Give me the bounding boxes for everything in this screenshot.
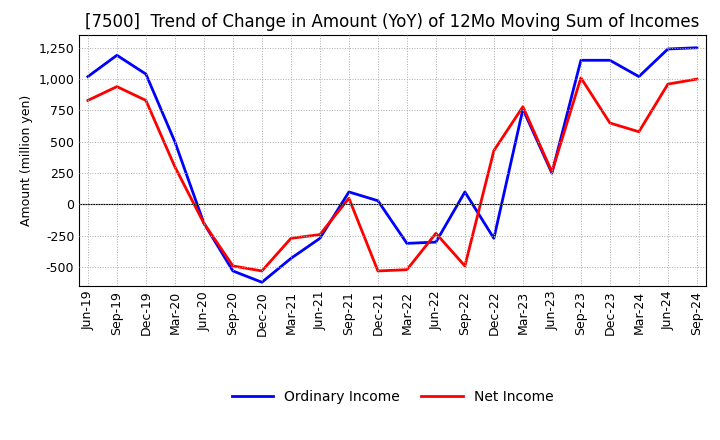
Ordinary Income [374,198,382,203]
Ordinary Income [577,58,585,63]
Ordinary Income [693,45,701,50]
Ordinary Income [112,53,121,58]
Ordinary Income [171,139,179,144]
Net Income [258,268,266,274]
Net Income [402,267,411,272]
Ordinary Income [287,256,295,261]
Ordinary Income [84,74,92,79]
Net Income [634,129,643,134]
Y-axis label: Amount (million yen): Amount (million yen) [20,95,33,226]
Net Income [548,169,557,175]
Net Income [171,164,179,169]
Net Income [606,120,614,126]
Net Income [577,75,585,81]
Net Income [287,236,295,241]
Net Income [142,98,150,103]
Net Income [518,104,527,109]
Net Income [664,81,672,87]
Ordinary Income [664,46,672,51]
Legend: Ordinary Income, Net Income: Ordinary Income, Net Income [226,385,559,410]
Ordinary Income [548,170,557,176]
Ordinary Income [402,241,411,246]
Net Income [461,263,469,268]
Line: Ordinary Income: Ordinary Income [88,48,697,282]
Net Income [431,231,440,236]
Ordinary Income [490,236,498,241]
Ordinary Income [634,74,643,79]
Net Income [490,148,498,153]
Ordinary Income [228,268,237,274]
Net Income [315,232,324,237]
Ordinary Income [142,71,150,77]
Ordinary Income [258,279,266,285]
Net Income [112,84,121,89]
Net Income [693,77,701,82]
Ordinary Income [461,189,469,194]
Net Income [199,221,208,226]
Ordinary Income [199,221,208,226]
Ordinary Income [606,58,614,63]
Ordinary Income [518,106,527,112]
Net Income [374,268,382,274]
Ordinary Income [431,239,440,245]
Ordinary Income [315,236,324,241]
Title: [7500]  Trend of Change in Amount (YoY) of 12Mo Moving Sum of Incomes: [7500] Trend of Change in Amount (YoY) o… [85,13,700,31]
Net Income [345,195,354,201]
Ordinary Income [345,189,354,194]
Net Income [84,98,92,103]
Line: Net Income: Net Income [88,78,697,271]
Net Income [228,263,237,268]
